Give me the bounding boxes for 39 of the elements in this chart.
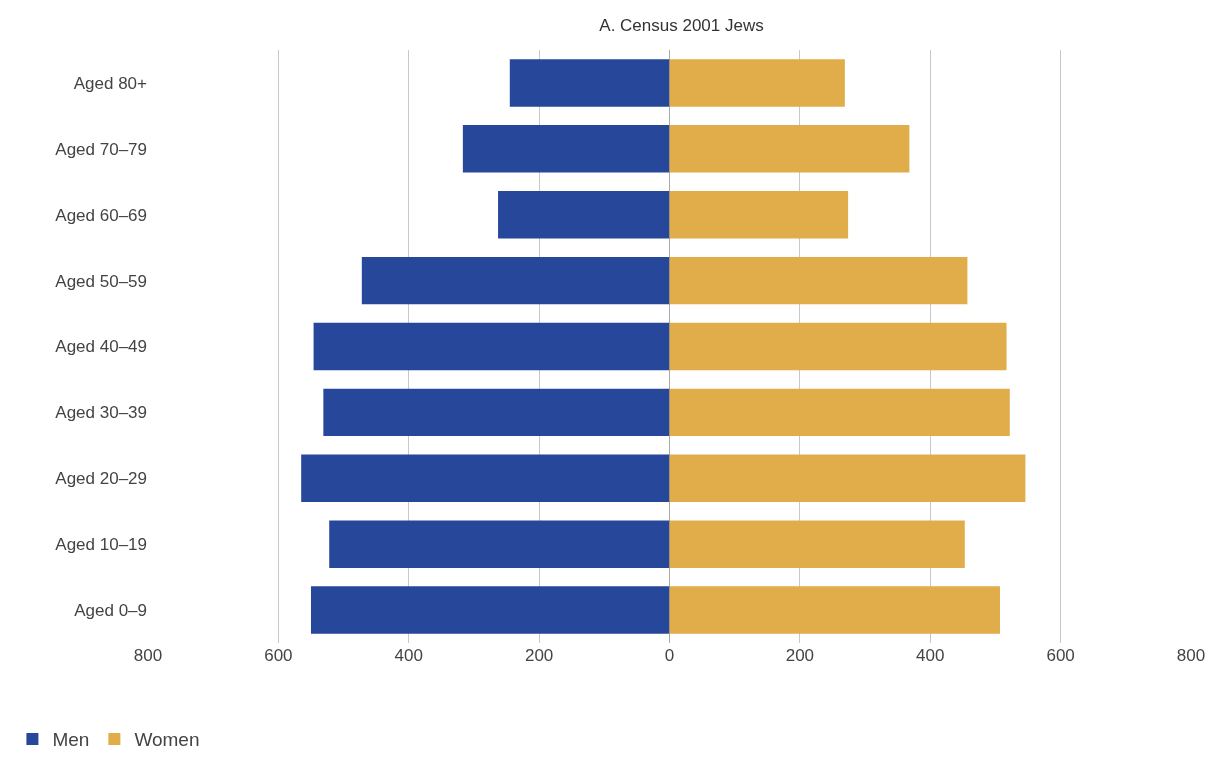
x-tick-label: 0 [664,646,675,665]
x-tick-label: 600 [1046,646,1075,665]
y-tick-label: Aged 30–39 [55,403,147,423]
y-tick-label: Aged 0–9 [74,601,147,621]
bar [361,256,670,305]
legend-label: Women [134,729,200,751]
bar [329,520,670,568]
bar [462,125,670,173]
bar [310,586,670,634]
y-tick-label: Aged 80+ [73,73,148,93]
y-tick-label: Aged 70–79 [55,139,147,159]
bar [301,454,670,502]
x-tick-label: 200 [785,646,815,665]
y-tick-label: Aged 10–19 [55,535,147,555]
y-tick-label: Aged 60–69 [55,205,147,225]
bar [509,59,670,107]
y-tick-label: Aged 50–59 [55,271,147,291]
bar [669,454,1026,502]
x-tick-label: 400 [916,646,945,665]
bar [313,322,670,371]
bar [669,59,845,107]
bar [669,322,1007,371]
x-tick-label: 400 [394,646,423,665]
bar [323,388,670,437]
bar [669,256,968,305]
bar [669,191,849,239]
y-tick-label: Aged 20–29 [55,469,147,489]
bar [669,388,1010,437]
x-tick-label: 200 [524,646,554,665]
x-tick-label: 800 [133,646,163,665]
bar [669,520,965,568]
bar [498,191,670,239]
legend-label: Men [52,729,90,751]
chart-title: A. Census 2001 Jews [599,16,764,36]
bar [669,125,910,173]
bar [669,586,1000,634]
y-tick-label: Aged 40–49 [55,337,147,357]
x-tick-label: 600 [264,646,293,665]
x-tick-label: 800 [1176,646,1206,665]
